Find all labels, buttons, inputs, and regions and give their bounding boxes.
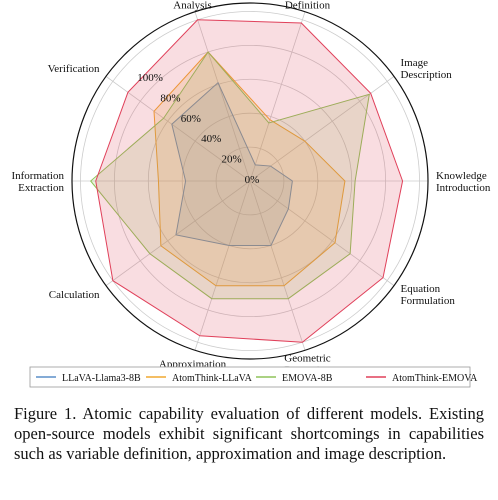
category-label-line: Analysis xyxy=(173,0,212,11)
spoke xyxy=(249,180,395,286)
category-label: Equation Formulation xyxy=(400,283,455,307)
category-label: Image Description xyxy=(400,57,452,81)
r-tick-label-line: 60% xyxy=(181,113,201,125)
spoke xyxy=(249,11,306,182)
category-label-line: Equation xyxy=(400,283,440,295)
category-label-line: Formulation xyxy=(400,295,455,307)
category-label: Verification xyxy=(48,63,100,75)
r-tick-label-line: 0% xyxy=(245,174,260,186)
r-tick-label: 20% xyxy=(222,154,242,166)
spoke xyxy=(249,180,306,351)
figure-caption: Figure 1. Atomic capability evaluation o… xyxy=(14,404,484,463)
category-label-line: Calculation xyxy=(49,289,100,301)
series-area xyxy=(171,81,293,246)
legend-box xyxy=(29,366,471,388)
category-label-line: Knowledge xyxy=(436,170,487,182)
chart: 0%20%40%60%80% 100% GraphsAnalysis Variable… xyxy=(11,0,491,388)
legend-label: AtomThink-LLaVA xyxy=(172,373,253,384)
legend-label: AtomThink-EMOVA xyxy=(392,373,478,384)
category-label-line: Geometric xyxy=(284,353,331,365)
category-label: Calculation xyxy=(49,289,100,301)
category-label-line: Extraction xyxy=(18,182,64,194)
category-label-line: Description xyxy=(400,69,452,81)
series-area xyxy=(153,51,346,287)
r-tick-label: 0% xyxy=(245,174,260,186)
category-label-line: Definition xyxy=(285,0,331,11)
spoke xyxy=(105,180,251,286)
legend-label: LLaVA-Llama3-8B xyxy=(62,373,141,384)
category-label-line: Image xyxy=(400,57,428,69)
category-label: VariableDefinition xyxy=(285,0,331,11)
r-tick-label: 40% xyxy=(201,133,221,145)
r-tick-label: 100% xyxy=(137,72,163,84)
category-label: GraphsAnalysis xyxy=(173,0,212,11)
legend-label: EMOVA-8B xyxy=(282,373,333,384)
r-tick-label-line: 40% xyxy=(201,133,221,145)
series-area xyxy=(95,19,404,343)
spoke xyxy=(194,180,251,351)
r-tick-label: 60% xyxy=(181,113,201,125)
outer-frame xyxy=(71,2,429,360)
r-tick-label-line: 100% xyxy=(137,72,163,84)
series-area xyxy=(89,51,370,300)
r-tick-label: 80% xyxy=(160,92,180,104)
category-label-line: Introduction xyxy=(436,182,491,194)
category-label: Information Extraction xyxy=(11,170,64,194)
category-label-line: Verification xyxy=(48,63,100,75)
spoke xyxy=(105,76,251,182)
r-tick-label-line: 20% xyxy=(222,154,242,166)
spoke xyxy=(194,11,251,182)
spoke xyxy=(249,76,395,182)
category-label: Knowledge Introduction xyxy=(436,170,491,194)
category-label-line: Information xyxy=(11,170,64,182)
r-tick-label-line: 80% xyxy=(160,92,180,104)
